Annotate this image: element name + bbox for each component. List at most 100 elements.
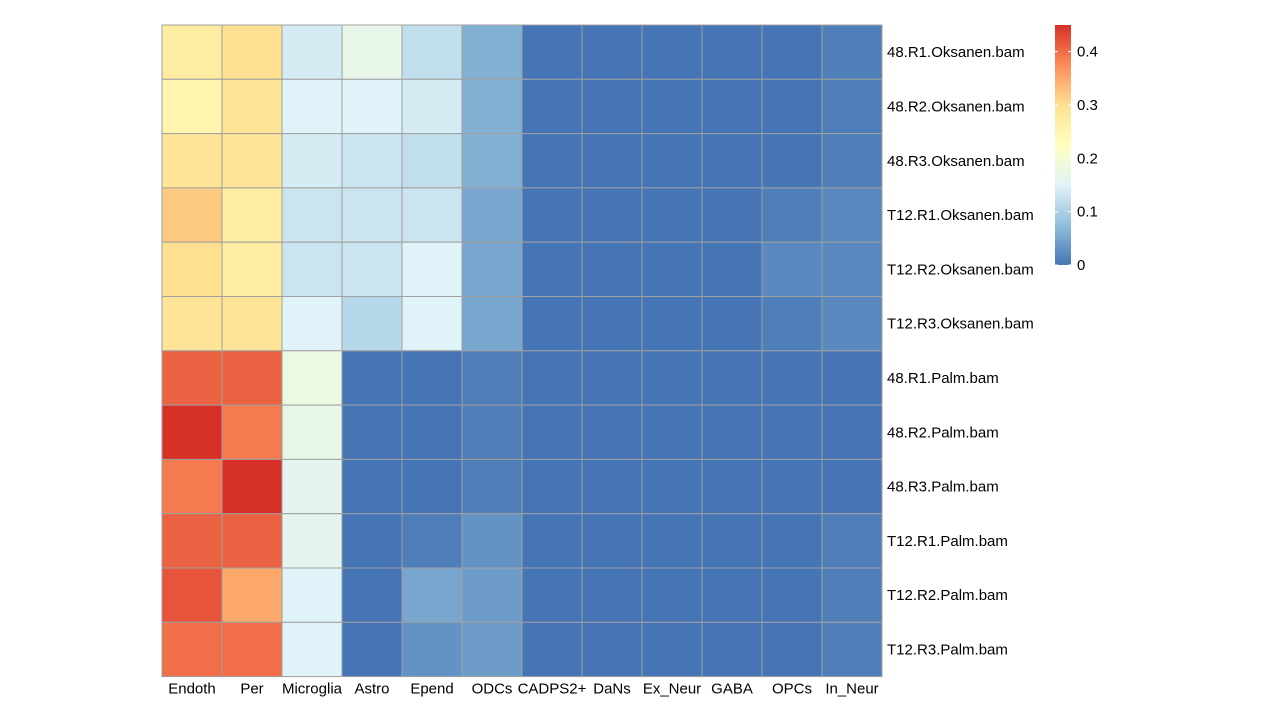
heatmap-cell <box>821 78 883 135</box>
heatmap-cell <box>281 350 343 406</box>
heatmap-cell <box>641 241 703 297</box>
legend-color-bar <box>1055 25 1071 265</box>
heatmap-cell <box>521 458 583 515</box>
row-labels: 48.R1.Oksanen.bam 48.R2.Oksanen.bam 48.R3.… <box>887 44 1034 658</box>
heatmap-cell <box>761 567 823 623</box>
heatmap-cell <box>401 187 463 243</box>
heatmap-cell <box>761 513 823 569</box>
column-label: In_Neur <box>825 681 878 698</box>
heatmap-cell <box>281 78 343 135</box>
heatmap-cell <box>221 404 283 460</box>
row-label: T12.R2.Palm.bam <box>887 587 1008 604</box>
legend-tick-label: 0.4 <box>1077 44 1098 61</box>
heatmap-cell <box>341 404 403 460</box>
heatmap-cell <box>401 78 463 135</box>
column-label: Epend <box>410 681 453 698</box>
color-legend: 0 0.1 0.2 0.3 0.4 <box>1055 25 1098 274</box>
heatmap-cell <box>341 350 403 406</box>
heatmap-cell <box>341 78 403 135</box>
column-label: DaNs <box>593 681 631 698</box>
heatmap-cell <box>761 133 823 189</box>
heatmap-cell <box>761 241 823 297</box>
heatmap-cell <box>161 404 223 460</box>
row-label: T12.R3.Oksanen.bam <box>887 316 1034 333</box>
heatmap-cell <box>221 78 283 135</box>
legend-tick-label: 0.1 <box>1077 204 1098 221</box>
heatmap-cell <box>281 187 343 243</box>
heatmap-cell <box>521 78 583 135</box>
heatmap-cell <box>161 458 223 515</box>
heatmap-cell <box>281 241 343 297</box>
heatmap-cell <box>821 24 883 80</box>
heatmap-cell <box>821 296 883 352</box>
heatmap-cell <box>281 404 343 460</box>
heatmap-cell <box>821 133 883 189</box>
heatmap-cell <box>641 621 703 678</box>
heatmap-cell <box>281 458 343 515</box>
heatmap-cell <box>761 621 823 678</box>
column-label: Astro <box>354 681 389 698</box>
heatmap-cell <box>581 350 643 406</box>
column-label: Endoth <box>168 681 216 698</box>
row-label: 48.R3.Palm.bam <box>887 479 999 496</box>
heatmap-cell <box>521 133 583 189</box>
heatmap-cell <box>521 187 583 243</box>
column-label: Microglia <box>282 681 343 698</box>
heatmap-cell <box>341 187 403 243</box>
heatmap-cell <box>581 187 643 243</box>
heatmap-cell <box>641 350 703 406</box>
heatmap-cell <box>161 621 223 678</box>
heatmap-cell <box>701 133 763 189</box>
legend-tick-label: 0 <box>1077 257 1085 274</box>
heatmap-cell <box>461 404 523 460</box>
heatmap-cell <box>821 187 883 243</box>
column-label: OPCs <box>772 681 812 698</box>
column-label: ODCs <box>472 681 513 698</box>
heatmap-cell <box>581 133 643 189</box>
heatmap-cell <box>641 187 703 243</box>
heatmap-cell <box>281 621 343 678</box>
heatmap-cell <box>701 513 763 569</box>
heatmap-cell <box>281 513 343 569</box>
heatmap-cell <box>761 350 823 406</box>
heatmap-cell <box>221 187 283 243</box>
heatmap-cell <box>401 513 463 569</box>
heatmap-cell <box>521 404 583 460</box>
row-label: 48.R1.Oksanen.bam <box>887 44 1025 61</box>
heatmap-cell <box>281 133 343 189</box>
heatmap-cell <box>821 513 883 569</box>
heatmap-cell <box>461 296 523 352</box>
column-label: Ex_Neur <box>643 681 701 698</box>
heatmap-cell <box>401 133 463 189</box>
heatmap-cell <box>701 458 763 515</box>
row-label: T12.R3.Palm.bam <box>887 641 1008 658</box>
heatmap-cell <box>461 350 523 406</box>
heatmap-cell <box>701 241 763 297</box>
heatmap-cell <box>461 458 523 515</box>
heatmap-cell <box>641 458 703 515</box>
column-label: Per <box>240 681 263 698</box>
legend-tick-label: 0.2 <box>1077 150 1098 167</box>
heatmap-cell <box>281 567 343 623</box>
heatmap-cell <box>461 24 523 80</box>
heatmap-cells <box>161 24 883 678</box>
heatmap-cell <box>221 458 283 515</box>
heatmap-cell <box>461 78 523 135</box>
heatmap-cell <box>821 241 883 297</box>
row-label: T12.R1.Oksanen.bam <box>887 207 1034 224</box>
heatmap-cell <box>401 350 463 406</box>
heatmap-cell <box>641 296 703 352</box>
heatmap-cell <box>761 296 823 352</box>
heatmap-cell <box>161 513 223 569</box>
heatmap-cell <box>701 24 763 80</box>
heatmap-cell <box>401 567 463 623</box>
heatmap-cell <box>821 350 883 406</box>
heatmap-cell <box>221 133 283 189</box>
heatmap-cell <box>521 241 583 297</box>
heatmap-cell <box>161 241 223 297</box>
heatmap-cell <box>401 621 463 678</box>
row-label: T12.R2.Oksanen.bam <box>887 261 1034 278</box>
heatmap-cell <box>161 133 223 189</box>
heatmap-cell <box>281 24 343 80</box>
heatmap-cell <box>581 78 643 135</box>
